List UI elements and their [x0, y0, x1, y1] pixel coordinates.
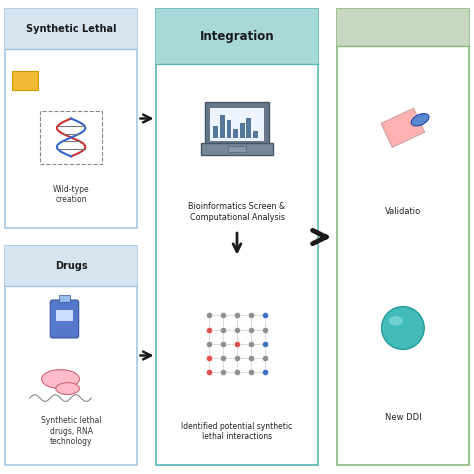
Bar	[246, 118, 251, 138]
Bar	[5, 246, 137, 286]
FancyBboxPatch shape	[205, 102, 269, 146]
Bar	[220, 115, 225, 138]
Bar	[40, 111, 102, 164]
Bar	[337, 9, 469, 465]
Text: Wild-type
creation: Wild-type creation	[53, 185, 90, 204]
Bar	[337, 9, 469, 46]
Bar	[156, 9, 318, 465]
FancyBboxPatch shape	[201, 143, 273, 155]
Bar	[59, 295, 70, 302]
Bar	[253, 131, 258, 138]
Ellipse shape	[389, 316, 403, 326]
Bar	[210, 109, 264, 141]
Text: Bioinformatics Screen &
Computational Analysis: Bioinformatics Screen & Computational An…	[188, 202, 286, 222]
Bar	[227, 120, 231, 138]
Text: Drugs: Drugs	[55, 261, 87, 271]
Bar	[156, 9, 318, 64]
Text: New DDI: New DDI	[384, 413, 421, 421]
Bar	[233, 129, 238, 138]
Text: Validatio: Validatio	[385, 208, 421, 217]
Ellipse shape	[411, 114, 429, 126]
Polygon shape	[381, 109, 425, 147]
Bar	[12, 71, 38, 90]
Bar	[56, 310, 73, 321]
Bar	[5, 9, 137, 49]
Bar	[5, 246, 137, 465]
Bar	[240, 123, 245, 138]
Bar	[5, 9, 137, 228]
Text: Synthetic lethal
drugs, RNA
technology: Synthetic lethal drugs, RNA technology	[41, 417, 101, 446]
Bar	[228, 146, 246, 152]
Text: Integration: Integration	[200, 30, 274, 43]
Ellipse shape	[382, 307, 424, 349]
Ellipse shape	[42, 370, 80, 389]
Text: Identified potential synthetic
lethal interactions: Identified potential synthetic lethal in…	[182, 422, 292, 441]
Text: Synthetic Lethal: Synthetic Lethal	[26, 24, 116, 34]
Bar	[213, 126, 218, 138]
Ellipse shape	[56, 383, 80, 394]
FancyBboxPatch shape	[50, 300, 79, 338]
